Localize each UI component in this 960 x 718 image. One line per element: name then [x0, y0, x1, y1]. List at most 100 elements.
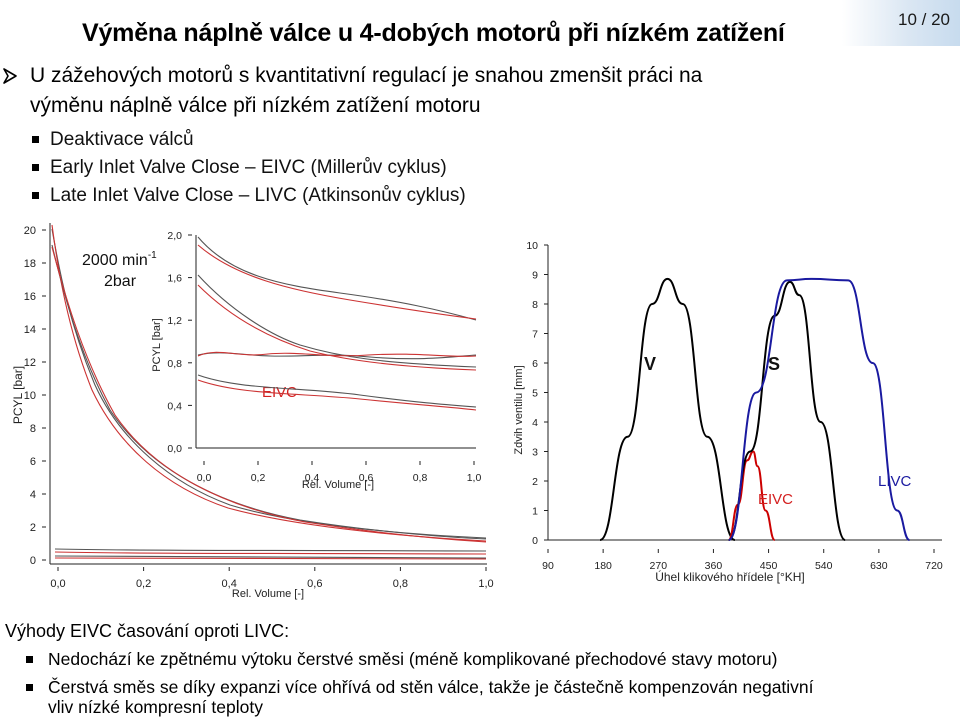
square-bullet-icon — [32, 136, 39, 143]
y-tick-label: 0,4 — [167, 400, 182, 412]
y-tick-label: 1 — [532, 506, 538, 518]
pv-y-axis-label: PCYL [bar] — [11, 366, 25, 424]
square-bullet-icon — [26, 684, 33, 691]
y-tick-label: 20 — [24, 225, 36, 237]
sub-bullet-text: Late Inlet Valve Close – LIVC (Atkinsonů… — [50, 185, 466, 206]
arrow-bullet-icon — [3, 68, 17, 84]
x-tick-label: 0,8 — [393, 578, 408, 590]
lift-series-livc — [727, 277, 911, 541]
square-bullet-icon — [26, 656, 33, 663]
page-number: 10 / 20 — [898, 10, 950, 29]
x-tick-label: 450 — [760, 560, 778, 572]
y-tick-label: 1,2 — [167, 315, 182, 327]
advantages-heading: Výhody EIVC časování oproti LIVC: — [5, 621, 290, 641]
square-bullet-icon — [32, 192, 39, 199]
inset-x-ticks: 0,0 0,2 0,4 0,6 0,8 1,0 — [197, 461, 482, 484]
sub-bullet-text: Early Inlet Valve Close – EIVC (Millerův… — [50, 157, 447, 178]
y-tick-label: 14 — [24, 324, 36, 336]
lift-series-s — [727, 280, 847, 541]
y-tick-label: 2,0 — [167, 230, 182, 242]
x-tick-label: 0,2 — [251, 472, 266, 484]
x-tick-label: 270 — [650, 560, 668, 572]
y-tick-label: 6 — [532, 358, 538, 370]
load-label: 2bar — [104, 273, 137, 290]
y-tick-label: 0,0 — [167, 443, 182, 455]
pv-curves — [51, 224, 487, 560]
y-tick-label: 8 — [532, 299, 538, 311]
x-tick-label: 540 — [815, 560, 833, 572]
valve-lift-chart: 0 1 2 3 4 5 6 7 8 9 10 90 180 270 360 450 540 630 720 Zdv… — [513, 240, 943, 584]
label-eivc: EIVC — [758, 491, 793, 508]
x-tick-label: 90 — [542, 560, 554, 572]
x-tick-label: 0,4 — [305, 472, 320, 484]
inset-y-axis-label: PCYL [bar] — [151, 318, 163, 371]
advantage-text: Čerstvá směs se díky expanzi více ohřívá… — [48, 677, 814, 697]
y-tick-label: 4 — [30, 489, 36, 501]
pv-series-red-expansion — [51, 224, 487, 542]
slide-title: Výměna náplně válce u 4-dobých motorů př… — [82, 19, 785, 47]
x-tick-label: 630 — [870, 560, 888, 572]
y-tick-label: 6 — [30, 456, 36, 468]
x-tick-label: 0,4 — [222, 578, 237, 590]
pv-series-red-compression — [51, 246, 487, 543]
pv-series-gray-intake — [54, 548, 487, 552]
speed-label: 2000 min-1 — [82, 250, 157, 269]
intro-line-2: výměnu náplně válce při nízkém zatížení … — [30, 94, 481, 117]
x-tick-label: 0,0 — [50, 578, 65, 590]
inset-series-gray-4 — [197, 374, 477, 408]
label-v: V — [644, 354, 656, 374]
x-tick-label: 1,0 — [478, 578, 493, 590]
label-s: S — [768, 354, 780, 374]
inset-series-gray-2 — [197, 274, 477, 368]
lift-y-axis-label: Zdvih ventilu [mm] — [513, 365, 525, 454]
y-tick-label: 1,6 — [167, 273, 182, 285]
inset-chart: 0,0 0,4 0,8 1,2 1,6 2,0 0,0 0,2 0,4 0,6 0,8 1,0 PC… — [151, 230, 486, 491]
label-livc: LIVC — [878, 473, 912, 490]
y-tick-label: 9 — [532, 270, 538, 282]
pv-plot-area — [49, 223, 487, 565]
pv-series-red-intake — [54, 551, 487, 555]
inset-series-red-3 — [197, 351, 477, 357]
y-tick-label: 18 — [24, 258, 36, 270]
pv-series-gray-exhaust — [54, 555, 487, 559]
x-tick-label: 0,8 — [413, 472, 428, 484]
y-tick-label: 10 — [24, 390, 36, 402]
y-tick-label: 2 — [532, 476, 538, 488]
y-tick-label: 7 — [532, 329, 538, 341]
y-tick-label: 2 — [30, 522, 36, 534]
inset-series-red-2 — [197, 284, 477, 371]
y-tick-label: 0 — [30, 555, 36, 567]
x-tick-label: 0,6 — [359, 472, 374, 484]
lift-curves — [599, 277, 911, 541]
inset-series-gray-1 — [197, 236, 477, 321]
intro-line-1: U zážehových motorů s kvantitativní regu… — [30, 64, 703, 87]
pv-series-red-exhaust — [54, 557, 487, 560]
pv-x-ticks: 0,0 0,2 0,4 0,6 0,8 1,0 — [50, 567, 494, 590]
y-tick-label: 5 — [532, 388, 538, 400]
y-tick-label: 4 — [532, 417, 538, 429]
square-bullet-icon — [32, 164, 39, 171]
y-tick-label: 10 — [526, 240, 538, 252]
inset-series-red-1 — [197, 244, 477, 320]
x-tick-label: 1,0 — [467, 472, 482, 484]
x-tick-label: 360 — [705, 560, 723, 572]
x-tick-label: 720 — [925, 560, 943, 572]
y-tick-label: 12 — [24, 357, 36, 369]
y-tick-label: 3 — [532, 447, 538, 459]
inset-series-red-4 — [197, 379, 477, 411]
lift-x-ticks: 90 180 270 360 450 540 630 720 — [542, 549, 943, 572]
pv-x-axis-label: Rel. Volume [-] — [232, 588, 304, 600]
y-tick-label: 0,8 — [167, 358, 182, 370]
sub-bullet-text: Deaktivace válců — [50, 129, 194, 150]
x-tick-label: 180 — [594, 560, 612, 572]
x-tick-label: 0,6 — [307, 578, 322, 590]
inset-curves — [197, 236, 477, 411]
y-tick-label: 0 — [532, 535, 538, 547]
inset-x-axis-label: Rel. Volume [-] — [302, 479, 374, 491]
lift-y-ticks: 0 1 2 3 4 5 6 7 8 9 10 — [526, 240, 548, 547]
x-tick-label: 0,2 — [136, 578, 151, 590]
pv-y-ticks: 0 2 4 6 8 10 12 14 16 18 20 — [24, 225, 46, 567]
advantage-text-continued: vliv nízké kompresní teploty — [48, 697, 263, 717]
pv-diagram-chart: 0 2 4 6 8 10 12 14 16 18 20 0,0 0,2 0,4 0,6 0,8 1,0 PCY… — [11, 223, 494, 600]
inset-y-ticks: 0,0 0,4 0,8 1,2 1,6 2,0 — [167, 230, 192, 455]
